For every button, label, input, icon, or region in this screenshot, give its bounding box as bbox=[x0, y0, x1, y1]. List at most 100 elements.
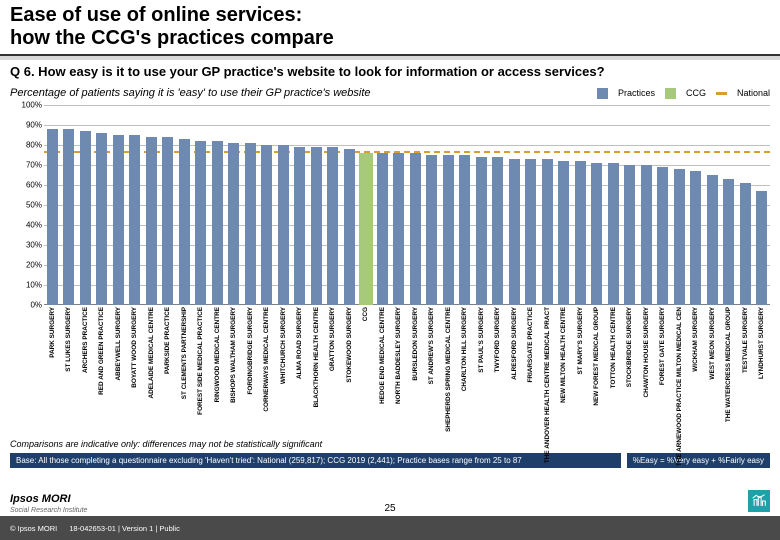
bar-label: ST LUKES SURGERY bbox=[65, 307, 72, 372]
bar-label: THE WATERCRESS MEDICAL GROUP bbox=[725, 307, 732, 422]
bar bbox=[179, 139, 190, 305]
label-slot: NEW MILTON HEALTH CENTRE bbox=[556, 307, 573, 437]
bar-label: RINGWOOD MEDICAL CENTRE bbox=[214, 307, 221, 402]
bar-slot bbox=[94, 105, 111, 305]
bar bbox=[624, 165, 635, 305]
bar-label: THE ANDOVER HEALTH CENTRE MEDICAL PRACT bbox=[544, 307, 551, 463]
base-row: Base: All those completing a questionnai… bbox=[10, 453, 770, 468]
chart: 0%10%20%30%40%50%60%70%80%90%100% bbox=[10, 105, 770, 305]
bar-slot bbox=[490, 105, 507, 305]
bar bbox=[426, 155, 437, 305]
footer-ref: 18-042653-01 | Version 1 | Public bbox=[69, 524, 180, 533]
bar bbox=[96, 133, 107, 305]
label-slot: FRIARSGATE PRACTICE bbox=[523, 307, 540, 437]
label-slot: CORNERWAYS MEDICAL CENTRE bbox=[259, 307, 276, 437]
y-tick: 10% bbox=[26, 281, 42, 290]
bar-label: FOREST SIDE MEDICAL PRACTICE bbox=[197, 307, 204, 415]
label-slot: NEW FOREST MEDICAL GROUP bbox=[589, 307, 606, 437]
bar-slot bbox=[127, 105, 144, 305]
bar-label: ST ANDREW'S SURGERY bbox=[428, 307, 435, 384]
bar-slot bbox=[110, 105, 127, 305]
bar-slot bbox=[374, 105, 391, 305]
bar-label: CHARLTON HILL SURGERY bbox=[461, 307, 468, 391]
label-slot: CHARLTON HILL SURGERY bbox=[457, 307, 474, 437]
ipsos-logo-subtitle: Social Research Institute bbox=[10, 507, 87, 514]
label-slot: PARKSIDE PRACTICE bbox=[160, 307, 177, 437]
label-slot: ST LUKES SURGERY bbox=[61, 307, 78, 437]
bar-slot bbox=[259, 105, 276, 305]
bar bbox=[113, 135, 124, 305]
bar-slot bbox=[572, 105, 589, 305]
label-slot: PARK SURGERY bbox=[44, 307, 61, 437]
y-tick: 20% bbox=[26, 261, 42, 270]
bar bbox=[723, 179, 734, 305]
bar-slot bbox=[308, 105, 325, 305]
bar-label: THE ARNEWOOD PRACTICE MILTON MEDICAL CEN bbox=[676, 307, 683, 466]
bar bbox=[311, 147, 322, 305]
y-tick: 30% bbox=[26, 241, 42, 250]
bar-slot bbox=[391, 105, 408, 305]
bar-slot bbox=[589, 105, 606, 305]
y-tick: 60% bbox=[26, 181, 42, 190]
bar-label: NORTH BADDESLEY SURGERY bbox=[395, 307, 402, 404]
bar-label: CCG bbox=[362, 307, 369, 321]
label-slot: CCG bbox=[358, 307, 375, 437]
bar-slot bbox=[638, 105, 655, 305]
legend-label-ccg: CCG bbox=[686, 88, 706, 98]
label-slot: ABBEYWELL SURGERY bbox=[110, 307, 127, 437]
label-slot: ALMA ROAD SURGERY bbox=[292, 307, 309, 437]
label-slot: THE ANDOVER HEALTH CENTRE MEDICAL PRACT bbox=[539, 307, 556, 437]
legend-swatch-national bbox=[716, 92, 727, 95]
y-tick: 0% bbox=[30, 301, 42, 310]
ipsos-logo-brand: Ipsos MORI bbox=[10, 493, 71, 505]
footnote: Comparisons are indicative only: differe… bbox=[0, 437, 780, 451]
bar-label: ALMA ROAD SURGERY bbox=[296, 307, 303, 379]
bar bbox=[443, 155, 454, 305]
bar-label: ARCHERS PRACTICE bbox=[82, 307, 89, 373]
bar-label: STOCKBRIDGE SURGERY bbox=[626, 307, 633, 387]
bar-ccg bbox=[359, 153, 373, 305]
bar bbox=[575, 161, 586, 305]
bar-slot bbox=[292, 105, 309, 305]
bar-slot bbox=[341, 105, 358, 305]
label-slot: ARCHERS PRACTICE bbox=[77, 307, 94, 437]
bar bbox=[410, 153, 421, 305]
bar-slot bbox=[143, 105, 160, 305]
legend: Practices CCG National bbox=[597, 88, 770, 99]
title-line-2: how the CCG's practices compare bbox=[10, 27, 770, 50]
bar-slot bbox=[209, 105, 226, 305]
bar bbox=[63, 129, 74, 305]
label-slot: THE ARNEWOOD PRACTICE MILTON MEDICAL CEN bbox=[671, 307, 688, 437]
label-slot: FORDINGBRIDGE SURGERY bbox=[242, 307, 259, 437]
label-slot: ST MARY'S SURGERY bbox=[572, 307, 589, 437]
bar bbox=[492, 157, 503, 305]
label-slot: THE WATERCRESS MEDICAL GROUP bbox=[721, 307, 738, 437]
bar-label: RED AND GREEN PRACTICE bbox=[98, 307, 105, 395]
bar bbox=[393, 153, 404, 305]
label-slot: WHITCHURCH SURGERY bbox=[275, 307, 292, 437]
bar-label: NEW FOREST MEDICAL GROUP bbox=[593, 307, 600, 406]
bar-slot bbox=[77, 105, 94, 305]
bar bbox=[591, 163, 602, 305]
bar-slot bbox=[440, 105, 457, 305]
bar bbox=[261, 145, 272, 305]
ipsos-logo: Ipsos MORI Social Research Institute bbox=[10, 489, 87, 514]
bar-slot bbox=[523, 105, 540, 305]
bar-slot bbox=[506, 105, 523, 305]
bar-label: CORNERWAYS MEDICAL CENTRE bbox=[263, 307, 270, 412]
bar-label: STOKEWOOD SURGERY bbox=[346, 307, 353, 383]
bar bbox=[476, 157, 487, 305]
bar-label: WEST MEON SURGERY bbox=[709, 307, 716, 380]
label-slot: HEDGE END MEDICAL CENTRE bbox=[374, 307, 391, 437]
brand-logo-icon bbox=[752, 494, 766, 508]
bar bbox=[162, 137, 173, 305]
page-number: 25 bbox=[384, 503, 395, 514]
bar-slot bbox=[457, 105, 474, 305]
bar bbox=[690, 171, 701, 305]
bar bbox=[228, 143, 239, 305]
bar bbox=[558, 161, 569, 305]
label-slot: LYNDHURST SURGERY bbox=[754, 307, 771, 437]
bar bbox=[459, 155, 470, 305]
bar-slot bbox=[539, 105, 556, 305]
bar-label: TESTVALE SURGERY bbox=[742, 307, 749, 373]
